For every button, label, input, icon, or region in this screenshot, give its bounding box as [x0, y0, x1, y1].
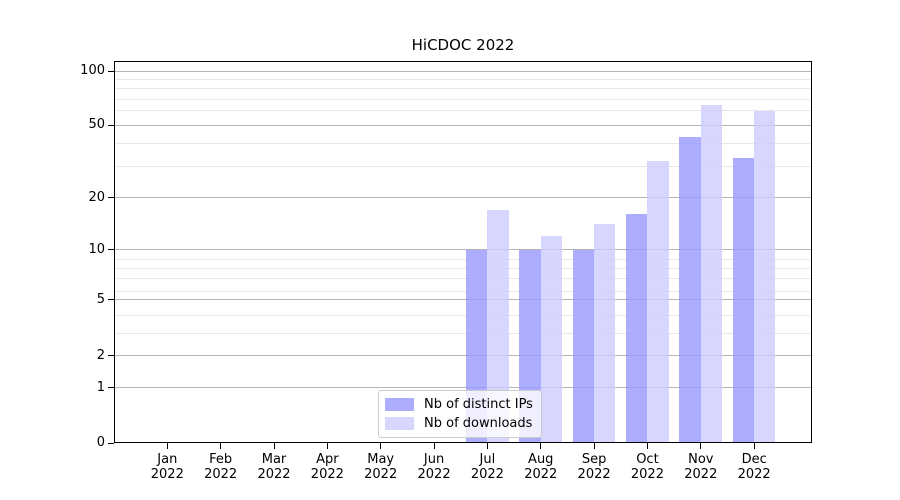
- y-tick-100: [108, 70, 114, 72]
- bar-nb-of-distinct-ips-dec: [732, 158, 755, 443]
- bar-nb-of-distinct-ips-nov: [679, 137, 701, 443]
- bar-nb-of-downloads-sep: [594, 224, 616, 443]
- x-tick-label-jul: Jul 2022: [470, 452, 504, 482]
- x-tick-label-feb: Feb 2022: [204, 452, 238, 482]
- legend-swatch-distinct-ips: [385, 398, 414, 411]
- bar-nb-of-downloads-jul: [487, 209, 509, 443]
- x-tick-nov: [700, 443, 702, 449]
- x-tick-label-sep: Sep 2022: [577, 452, 611, 482]
- legend-row: Nb of distinct IPs: [385, 397, 535, 412]
- bars-layer: [114, 61, 812, 443]
- bar-nb-of-downloads-dec: [754, 110, 776, 443]
- y-tick-0: [108, 442, 114, 444]
- x-tick-oct: [646, 443, 648, 449]
- bar-nb-of-distinct-ips-oct: [626, 214, 648, 443]
- y-gridline-major-10: [114, 249, 812, 251]
- x-tick-jul: [486, 443, 488, 449]
- y-tick-label-5: 5: [96, 291, 105, 307]
- y-gridline-minor-70: [114, 98, 812, 100]
- y-tick-label-10: 10: [88, 241, 105, 257]
- x-tick-label-apr: Apr 2022: [310, 452, 344, 482]
- plot-area: [114, 61, 812, 443]
- x-tick-apr: [326, 443, 328, 449]
- x-tick-label-nov: Nov 2022: [684, 452, 718, 482]
- legend-row: Nb of downloads: [385, 416, 535, 431]
- y-gridline-major-5: [114, 299, 812, 301]
- y-gridline-major-50: [114, 124, 812, 126]
- y-tick-label-1: 1: [96, 379, 105, 395]
- y-gridline-minor-3: [114, 332, 812, 334]
- x-tick-may: [380, 443, 382, 449]
- y-tick-label-100: 100: [80, 63, 105, 78]
- x-tick-label-may: May 2022: [364, 452, 398, 482]
- x-tick-label-mar: Mar 2022: [257, 452, 291, 482]
- x-tick-feb: [220, 443, 222, 449]
- bar-nb-of-downloads-oct: [647, 160, 669, 443]
- y-gridline-minor-4: [114, 314, 812, 316]
- legend-label-distinct-ips: Nb of distinct IPs: [424, 397, 533, 412]
- y-tick-label-0: 0: [96, 435, 105, 450]
- y-tick-1: [108, 387, 114, 389]
- y-tick-label-2: 2: [96, 347, 105, 363]
- y-tick-label-50: 50: [88, 117, 105, 132]
- x-tick-label-jan: Jan 2022: [150, 452, 184, 482]
- y-gridline-major-2: [114, 355, 812, 357]
- y-tick-5: [108, 299, 114, 301]
- y-tick-10: [108, 249, 114, 251]
- x-tick-label-oct: Oct 2022: [630, 452, 664, 482]
- bar-nb-of-downloads-aug: [540, 236, 563, 443]
- x-tick-aug: [540, 443, 542, 449]
- bar-nb-of-downloads-nov: [700, 104, 723, 443]
- bar-nb-of-distinct-ips-sep: [572, 249, 595, 443]
- x-tick-sep: [593, 443, 595, 449]
- y-tick-2: [108, 355, 114, 357]
- y-gridline-minor-7: [114, 277, 812, 279]
- y-tick-50: [108, 124, 114, 126]
- y-gridline-minor-8: [114, 267, 812, 269]
- y-gridline-minor-80: [114, 88, 812, 89]
- y-gridline-minor-90: [114, 79, 812, 80]
- grid-layer: [114, 61, 812, 443]
- chart-title: HiCDOC 2022: [411, 36, 515, 54]
- y-gridline-minor-6: [114, 290, 812, 292]
- x-tick-jan: [166, 443, 168, 449]
- x-tick-dec: [753, 443, 755, 449]
- y-gridline-minor-60: [114, 110, 812, 112]
- legend-label-downloads: Nb of downloads: [424, 416, 533, 431]
- y-gridline-minor-9: [114, 258, 812, 260]
- x-tick-label-aug: Aug 2022: [524, 452, 558, 482]
- legend-swatch-downloads: [385, 417, 414, 430]
- y-tick-20: [108, 197, 114, 199]
- y-gridline-major-100: [114, 70, 812, 72]
- y-tick-label-20: 20: [88, 189, 105, 205]
- x-tick-mar: [273, 443, 275, 449]
- x-tick-jun: [433, 443, 435, 449]
- y-gridline-minor-40: [114, 142, 812, 144]
- x-tick-label-dec: Dec 2022: [737, 452, 771, 482]
- y-gridline-major-1: [114, 387, 812, 389]
- y-gridline-minor-30: [114, 165, 812, 167]
- x-tick-label-jun: Jun 2022: [417, 452, 451, 482]
- legend: Nb of distinct IPs Nb of downloads: [378, 390, 542, 438]
- y-gridline-major-20: [114, 197, 812, 199]
